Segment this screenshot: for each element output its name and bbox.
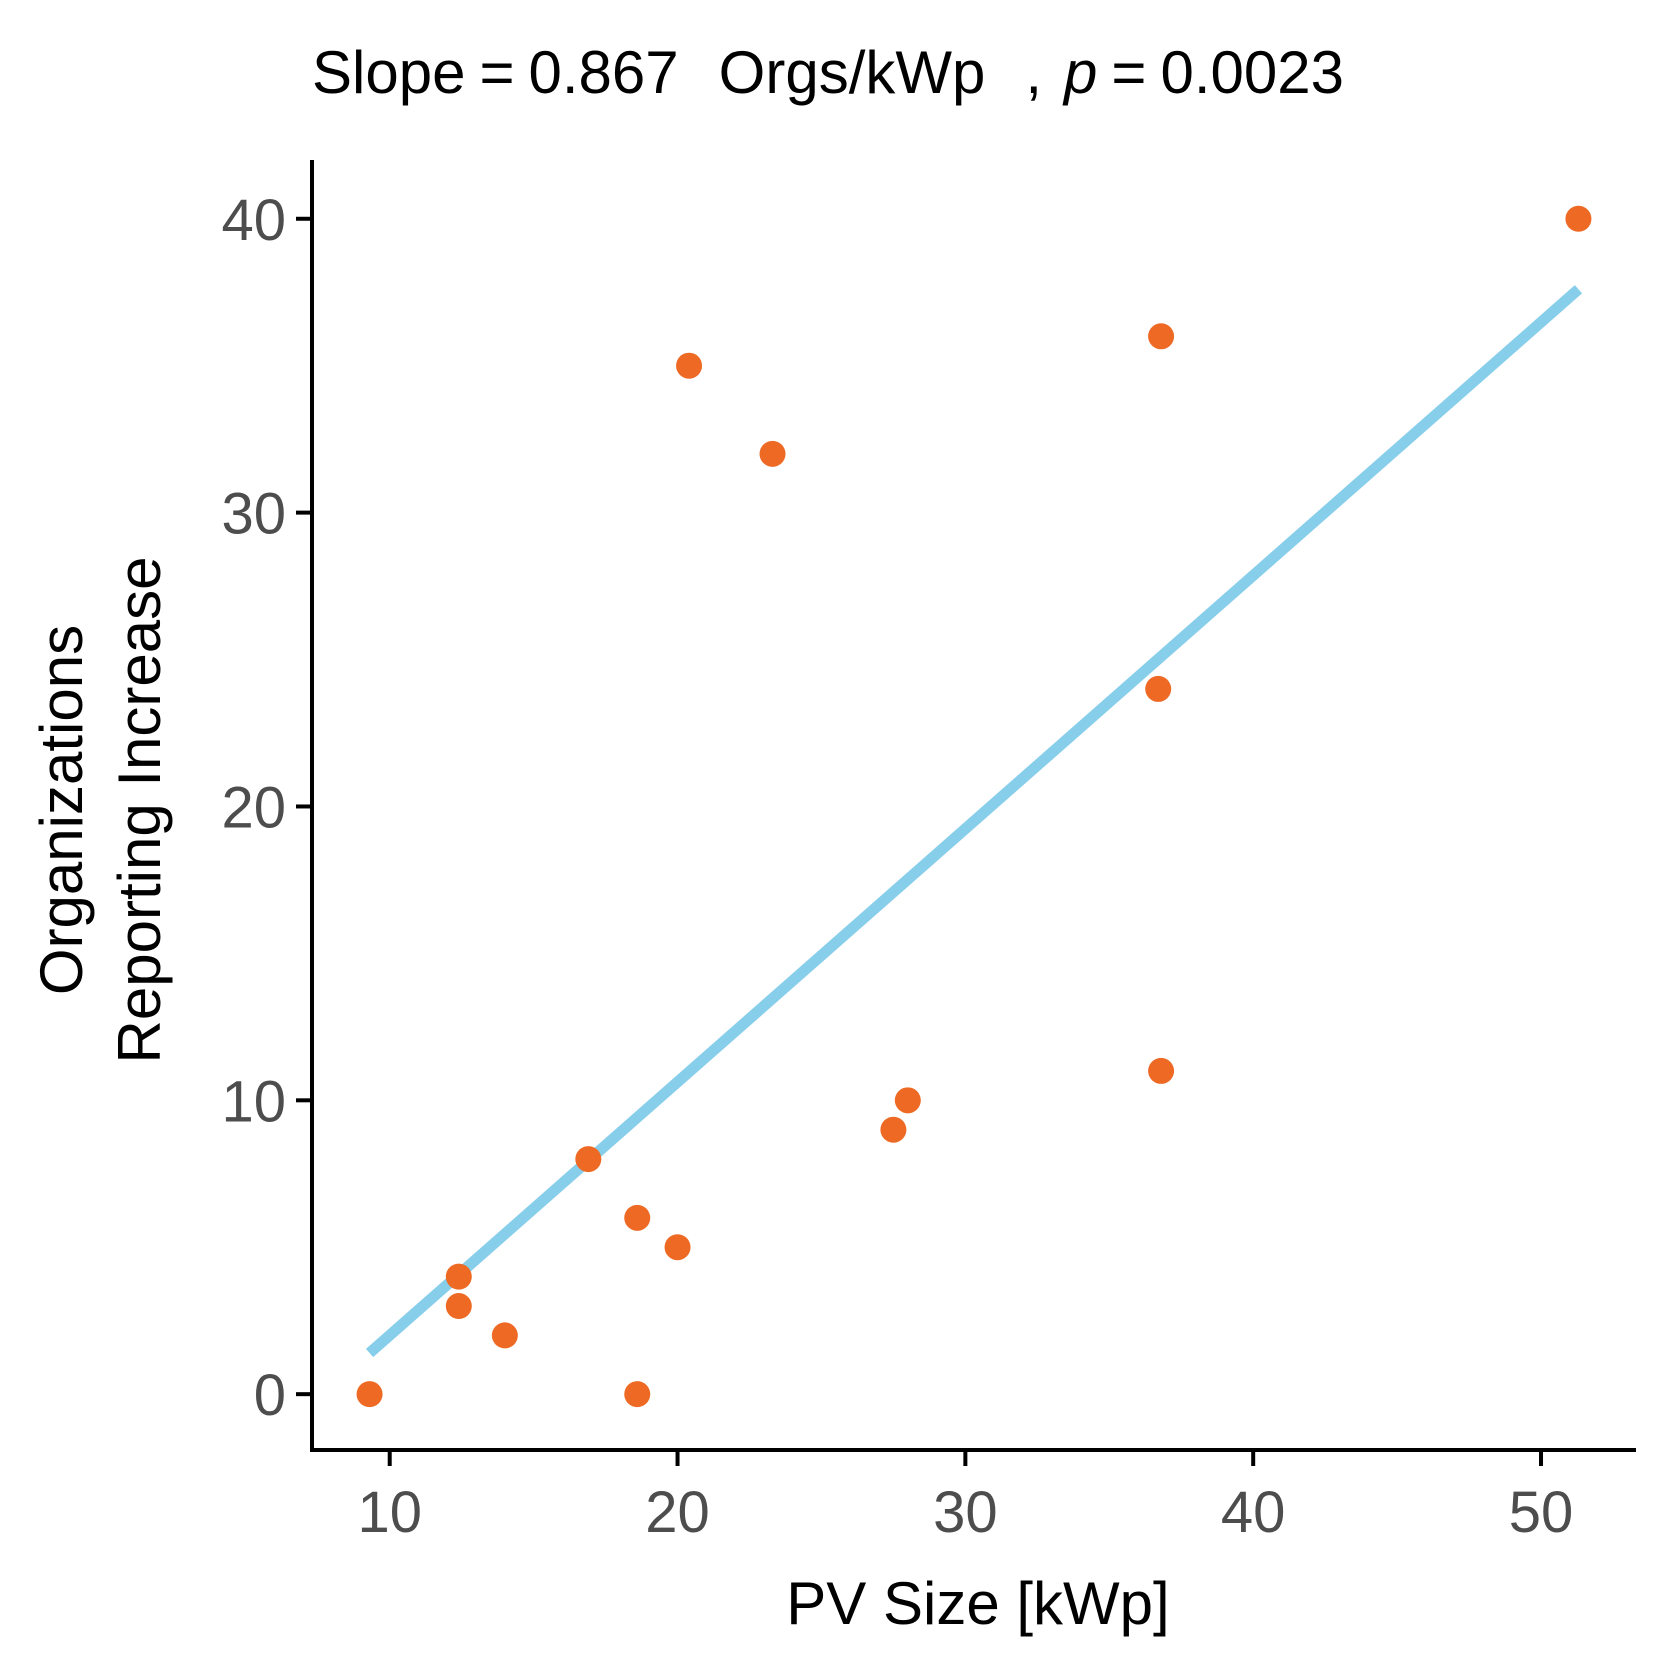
data-point-6: [624, 1204, 651, 1231]
x-tick-label-10: 10: [357, 1480, 422, 1545]
chart-title: Slope = 0.867 Orgs/kWp, p = 0.0023: [312, 39, 1344, 106]
y-axis-title-line2: Reporting Increase: [106, 557, 173, 1064]
x-tick-label-40: 40: [1221, 1480, 1286, 1545]
y-axis-ticks: 0 10 20 30 40: [221, 188, 312, 1428]
title-p-label: p: [1062, 39, 1097, 106]
data-point-12: [894, 1087, 921, 1114]
x-tick-label-20: 20: [645, 1480, 710, 1545]
title-slope-label: Slope: [312, 39, 465, 106]
y-tick-label-10: 10: [221, 1069, 286, 1134]
title-slope-value: 0.867: [529, 39, 679, 106]
data-point-14: [1145, 675, 1172, 702]
data-point-2: [445, 1263, 472, 1290]
title-equals-2: =: [1111, 39, 1146, 106]
x-axis-ticks: 10 20 30 40 50: [357, 1450, 1573, 1545]
y-axis-title-line1: Organizations: [28, 625, 95, 995]
data-point-13: [1148, 323, 1175, 350]
title-equals-1: =: [479, 39, 514, 106]
data-point-10: [759, 440, 786, 467]
y-axis-title: Organizations Reporting Increase: [28, 557, 173, 1064]
data-point-11: [880, 1116, 907, 1143]
data-point-1: [356, 1381, 383, 1408]
data-point-9: [676, 352, 703, 379]
data-point-3: [445, 1293, 472, 1320]
title-separator: ,: [1025, 39, 1042, 106]
x-tick-label-30: 30: [933, 1480, 998, 1545]
data-point-7: [624, 1381, 651, 1408]
x-axis-title: PV Size [kWp]: [786, 1570, 1169, 1637]
data-point-16: [1565, 205, 1592, 232]
title-unit: Orgs/kWp: [719, 39, 986, 106]
y-tick-label-30: 30: [221, 482, 286, 547]
y-tick-label-0: 0: [254, 1363, 286, 1428]
title-p-value: 0.0023: [1160, 39, 1344, 106]
data-points: [356, 205, 1592, 1408]
x-tick-label-50: 50: [1509, 1480, 1574, 1545]
data-point-5: [575, 1146, 602, 1173]
regression-line: [365, 285, 1583, 1358]
y-tick-label-40: 40: [221, 188, 286, 253]
y-tick-label-20: 20: [221, 775, 286, 840]
data-point-15: [1148, 1057, 1175, 1084]
data-point-8: [664, 1234, 691, 1261]
data-point-4: [491, 1322, 518, 1349]
